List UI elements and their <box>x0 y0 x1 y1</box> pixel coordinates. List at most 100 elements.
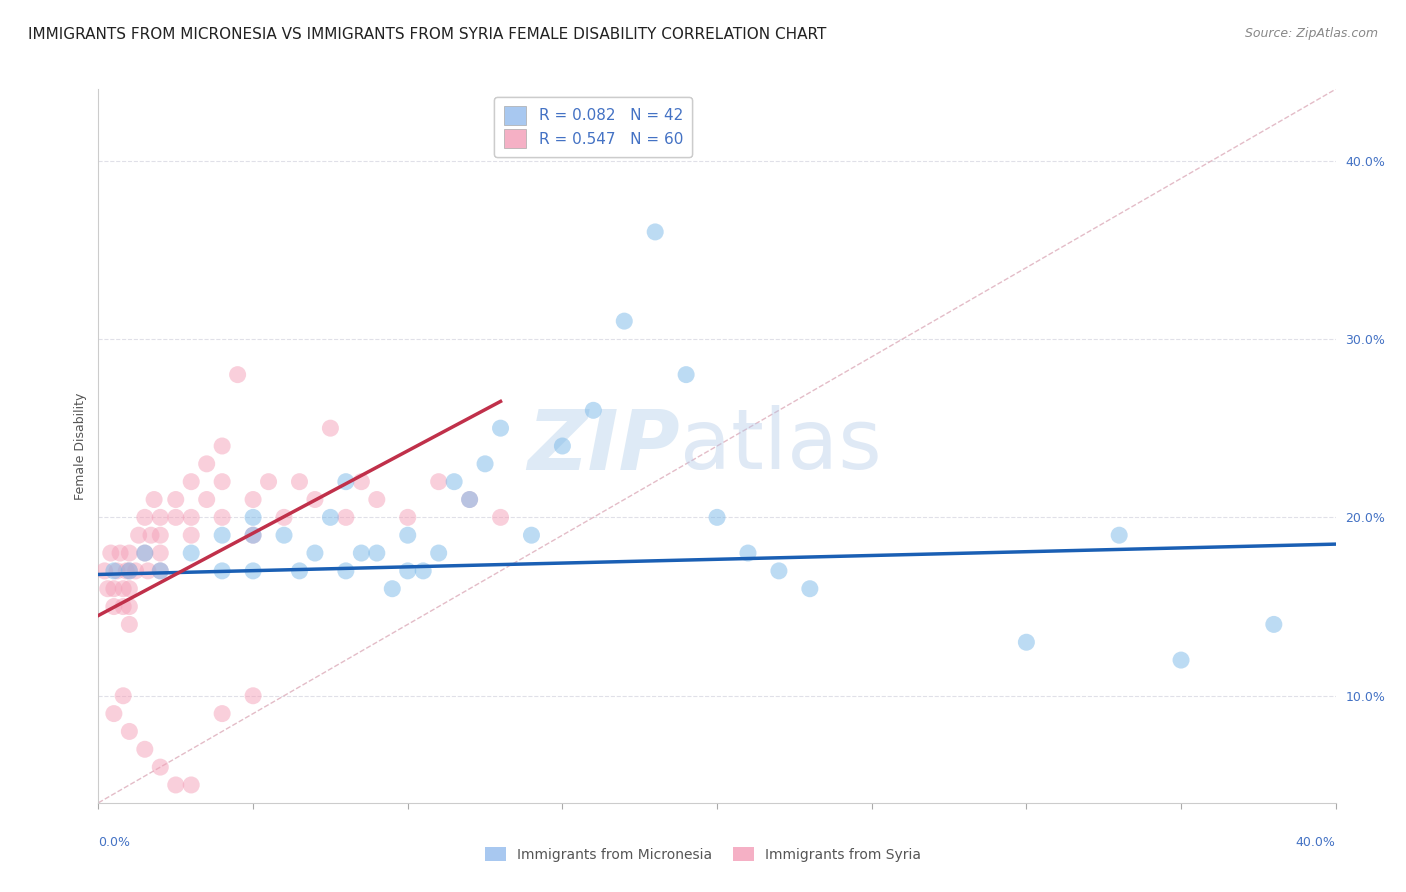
Point <box>226 368 249 382</box>
Point <box>768 564 790 578</box>
Point <box>427 546 450 560</box>
Point <box>273 528 295 542</box>
Point <box>458 492 481 507</box>
Point <box>180 778 202 792</box>
Point <box>288 475 311 489</box>
Point <box>165 492 187 507</box>
Point <box>118 617 141 632</box>
Point <box>103 564 125 578</box>
Point <box>118 564 141 578</box>
Point <box>242 528 264 542</box>
Text: IMMIGRANTS FROM MICRONESIA VS IMMIGRANTS FROM SYRIA FEMALE DISABILITY CORRELATIO: IMMIGRANTS FROM MICRONESIA VS IMMIGRANTS… <box>28 27 827 42</box>
Point <box>474 457 496 471</box>
Point <box>100 546 122 560</box>
Point <box>180 546 202 560</box>
Point <box>799 582 821 596</box>
Point <box>350 546 373 560</box>
Point <box>149 510 172 524</box>
Point <box>706 510 728 524</box>
Point <box>211 528 233 542</box>
Point <box>134 546 156 560</box>
Point <box>319 510 342 524</box>
Point <box>242 510 264 524</box>
Point <box>335 564 357 578</box>
Point <box>304 546 326 560</box>
Point <box>93 564 115 578</box>
Point <box>180 528 202 542</box>
Point <box>195 492 218 507</box>
Legend: R = 0.082   N = 42, R = 0.547   N = 60: R = 0.082 N = 42, R = 0.547 N = 60 <box>495 97 692 157</box>
Point <box>112 582 135 596</box>
Point <box>1108 528 1130 542</box>
Point <box>112 599 135 614</box>
Point <box>124 564 146 578</box>
Point <box>97 582 120 596</box>
Point <box>211 439 233 453</box>
Point <box>335 510 357 524</box>
Point <box>613 314 636 328</box>
Point <box>551 439 574 453</box>
Point <box>143 492 166 507</box>
Point <box>118 724 141 739</box>
Point <box>1015 635 1038 649</box>
Point <box>242 689 264 703</box>
Point <box>1170 653 1192 667</box>
Point <box>134 546 156 560</box>
Point <box>149 528 172 542</box>
Point <box>195 457 218 471</box>
Point <box>165 510 187 524</box>
Point <box>134 510 156 524</box>
Point <box>115 564 138 578</box>
Point <box>149 760 172 774</box>
Point <box>149 564 172 578</box>
Point <box>288 564 311 578</box>
Point <box>489 421 512 435</box>
Point <box>103 599 125 614</box>
Point <box>319 421 342 435</box>
Point <box>443 475 465 489</box>
Point <box>273 510 295 524</box>
Point <box>118 599 141 614</box>
Point <box>396 528 419 542</box>
Point <box>180 475 202 489</box>
Point <box>396 510 419 524</box>
Point <box>644 225 666 239</box>
Point <box>118 546 141 560</box>
Point <box>149 546 172 560</box>
Point <box>242 492 264 507</box>
Point <box>489 510 512 524</box>
Text: 40.0%: 40.0% <box>1296 837 1336 849</box>
Point <box>242 528 264 542</box>
Text: atlas: atlas <box>681 406 882 486</box>
Point <box>396 564 419 578</box>
Point <box>134 742 156 756</box>
Point <box>112 689 135 703</box>
Point <box>128 528 150 542</box>
Point <box>211 706 233 721</box>
Text: 0.0%: 0.0% <box>98 837 131 849</box>
Point <box>242 564 264 578</box>
Point <box>105 564 128 578</box>
Point <box>211 564 233 578</box>
Point <box>304 492 326 507</box>
Point <box>165 778 187 792</box>
Point <box>149 564 172 578</box>
Point <box>412 564 434 578</box>
Point <box>108 546 131 560</box>
Point <box>257 475 280 489</box>
Point <box>366 546 388 560</box>
Point <box>381 582 404 596</box>
Point <box>1263 617 1285 632</box>
Point <box>520 528 543 542</box>
Point <box>180 510 202 524</box>
Point <box>350 475 373 489</box>
Point <box>582 403 605 417</box>
Point <box>118 564 141 578</box>
Point <box>103 706 125 721</box>
Point <box>458 492 481 507</box>
Y-axis label: Female Disability: Female Disability <box>75 392 87 500</box>
Point <box>211 475 233 489</box>
Point <box>136 564 159 578</box>
Point <box>366 492 388 507</box>
Point <box>427 475 450 489</box>
